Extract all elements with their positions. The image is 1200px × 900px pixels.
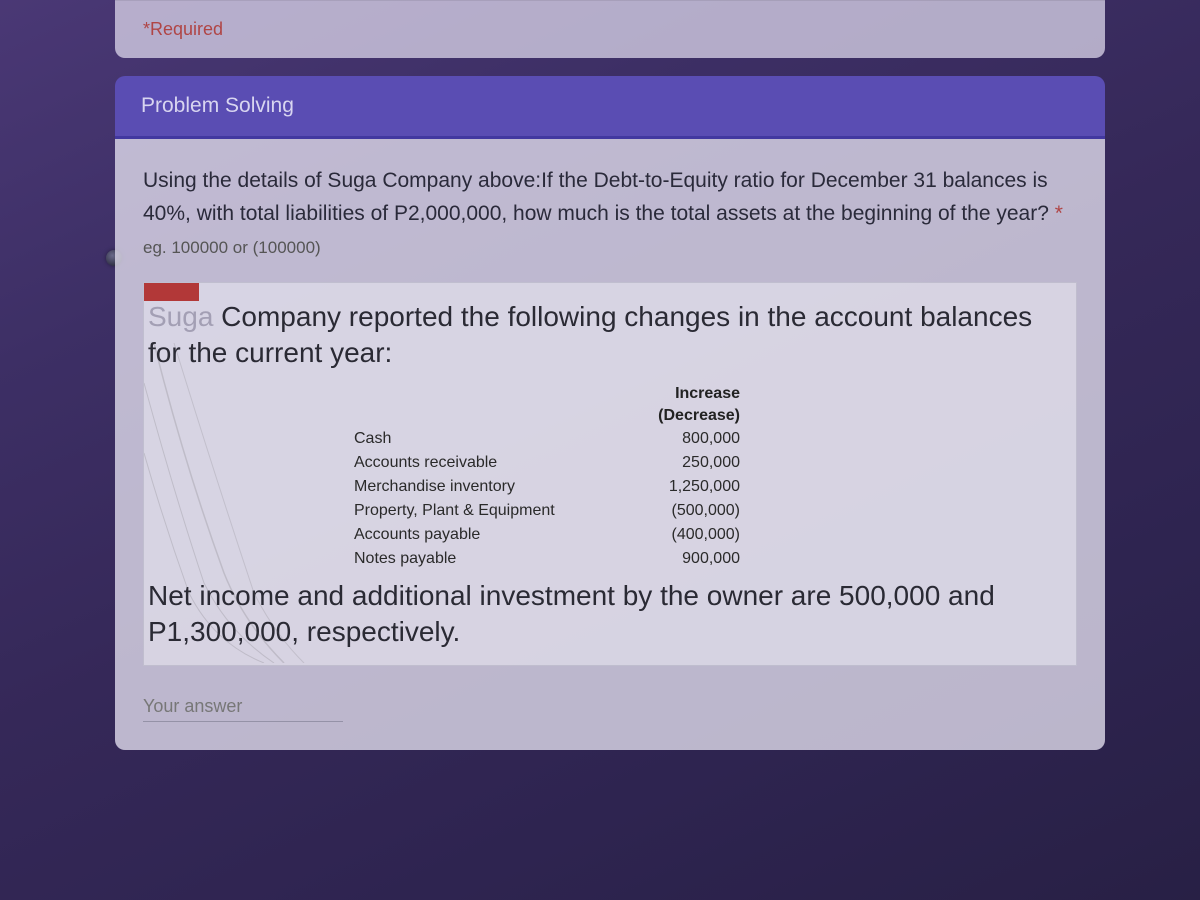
form-header-card: *Required bbox=[115, 0, 1105, 58]
form-container: *Required Problem Solving Using the deta… bbox=[115, 0, 1105, 900]
account-value: (400,000) bbox=[598, 524, 748, 546]
table-row: Accounts receivable 250,000 bbox=[346, 452, 748, 474]
section-header: Problem Solving bbox=[115, 76, 1105, 139]
content-footer-text: Net income and additional investment by … bbox=[144, 578, 1076, 665]
embedded-problem-image: Suga Company reported the following chan… bbox=[143, 282, 1077, 666]
question-text: Using the details of Suga Company above:… bbox=[143, 165, 1077, 230]
heading-prefix: Suga bbox=[148, 301, 213, 332]
account-name: Notes payable bbox=[346, 548, 596, 570]
account-value: 1,250,000 bbox=[598, 476, 748, 498]
table-row: Cash 800,000 bbox=[346, 428, 748, 450]
answer-input[interactable] bbox=[143, 692, 343, 722]
account-name: Merchandise inventory bbox=[346, 476, 596, 498]
col-header-increase: Increase bbox=[598, 384, 748, 404]
heading-rest: Company reported the following changes i… bbox=[148, 301, 1032, 368]
question-card: Using the details of Suga Company above:… bbox=[115, 139, 1105, 750]
content-heading: Suga Company reported the following chan… bbox=[144, 283, 1076, 382]
table-row: Notes payable 900,000 bbox=[346, 548, 748, 570]
account-name: Cash bbox=[346, 428, 596, 450]
account-value: 900,000 bbox=[598, 548, 748, 570]
required-label: *Required bbox=[143, 19, 223, 39]
question-body: Using the details of Suga Company above:… bbox=[143, 169, 1055, 225]
account-value: 250,000 bbox=[598, 452, 748, 474]
col-header-decrease: (Decrease) bbox=[598, 406, 748, 426]
table-row: Property, Plant & Equipment (500,000) bbox=[346, 500, 748, 522]
account-value: (500,000) bbox=[598, 500, 748, 522]
red-corner-marker bbox=[144, 283, 199, 301]
account-name: Accounts payable bbox=[346, 524, 596, 546]
table-row: Accounts payable (400,000) bbox=[346, 524, 748, 546]
section-title: Problem Solving bbox=[141, 94, 294, 117]
account-name: Accounts receivable bbox=[346, 452, 596, 474]
balance-changes-table: Increase (Decrease) Cash 800,000 Account… bbox=[344, 382, 750, 572]
account-value: 800,000 bbox=[598, 428, 748, 450]
required-asterisk-icon: * bbox=[1055, 202, 1063, 225]
account-name: Property, Plant & Equipment bbox=[346, 500, 596, 522]
table-row: Merchandise inventory 1,250,000 bbox=[346, 476, 748, 498]
example-hint: eg. 100000 or (100000) bbox=[143, 238, 1077, 258]
